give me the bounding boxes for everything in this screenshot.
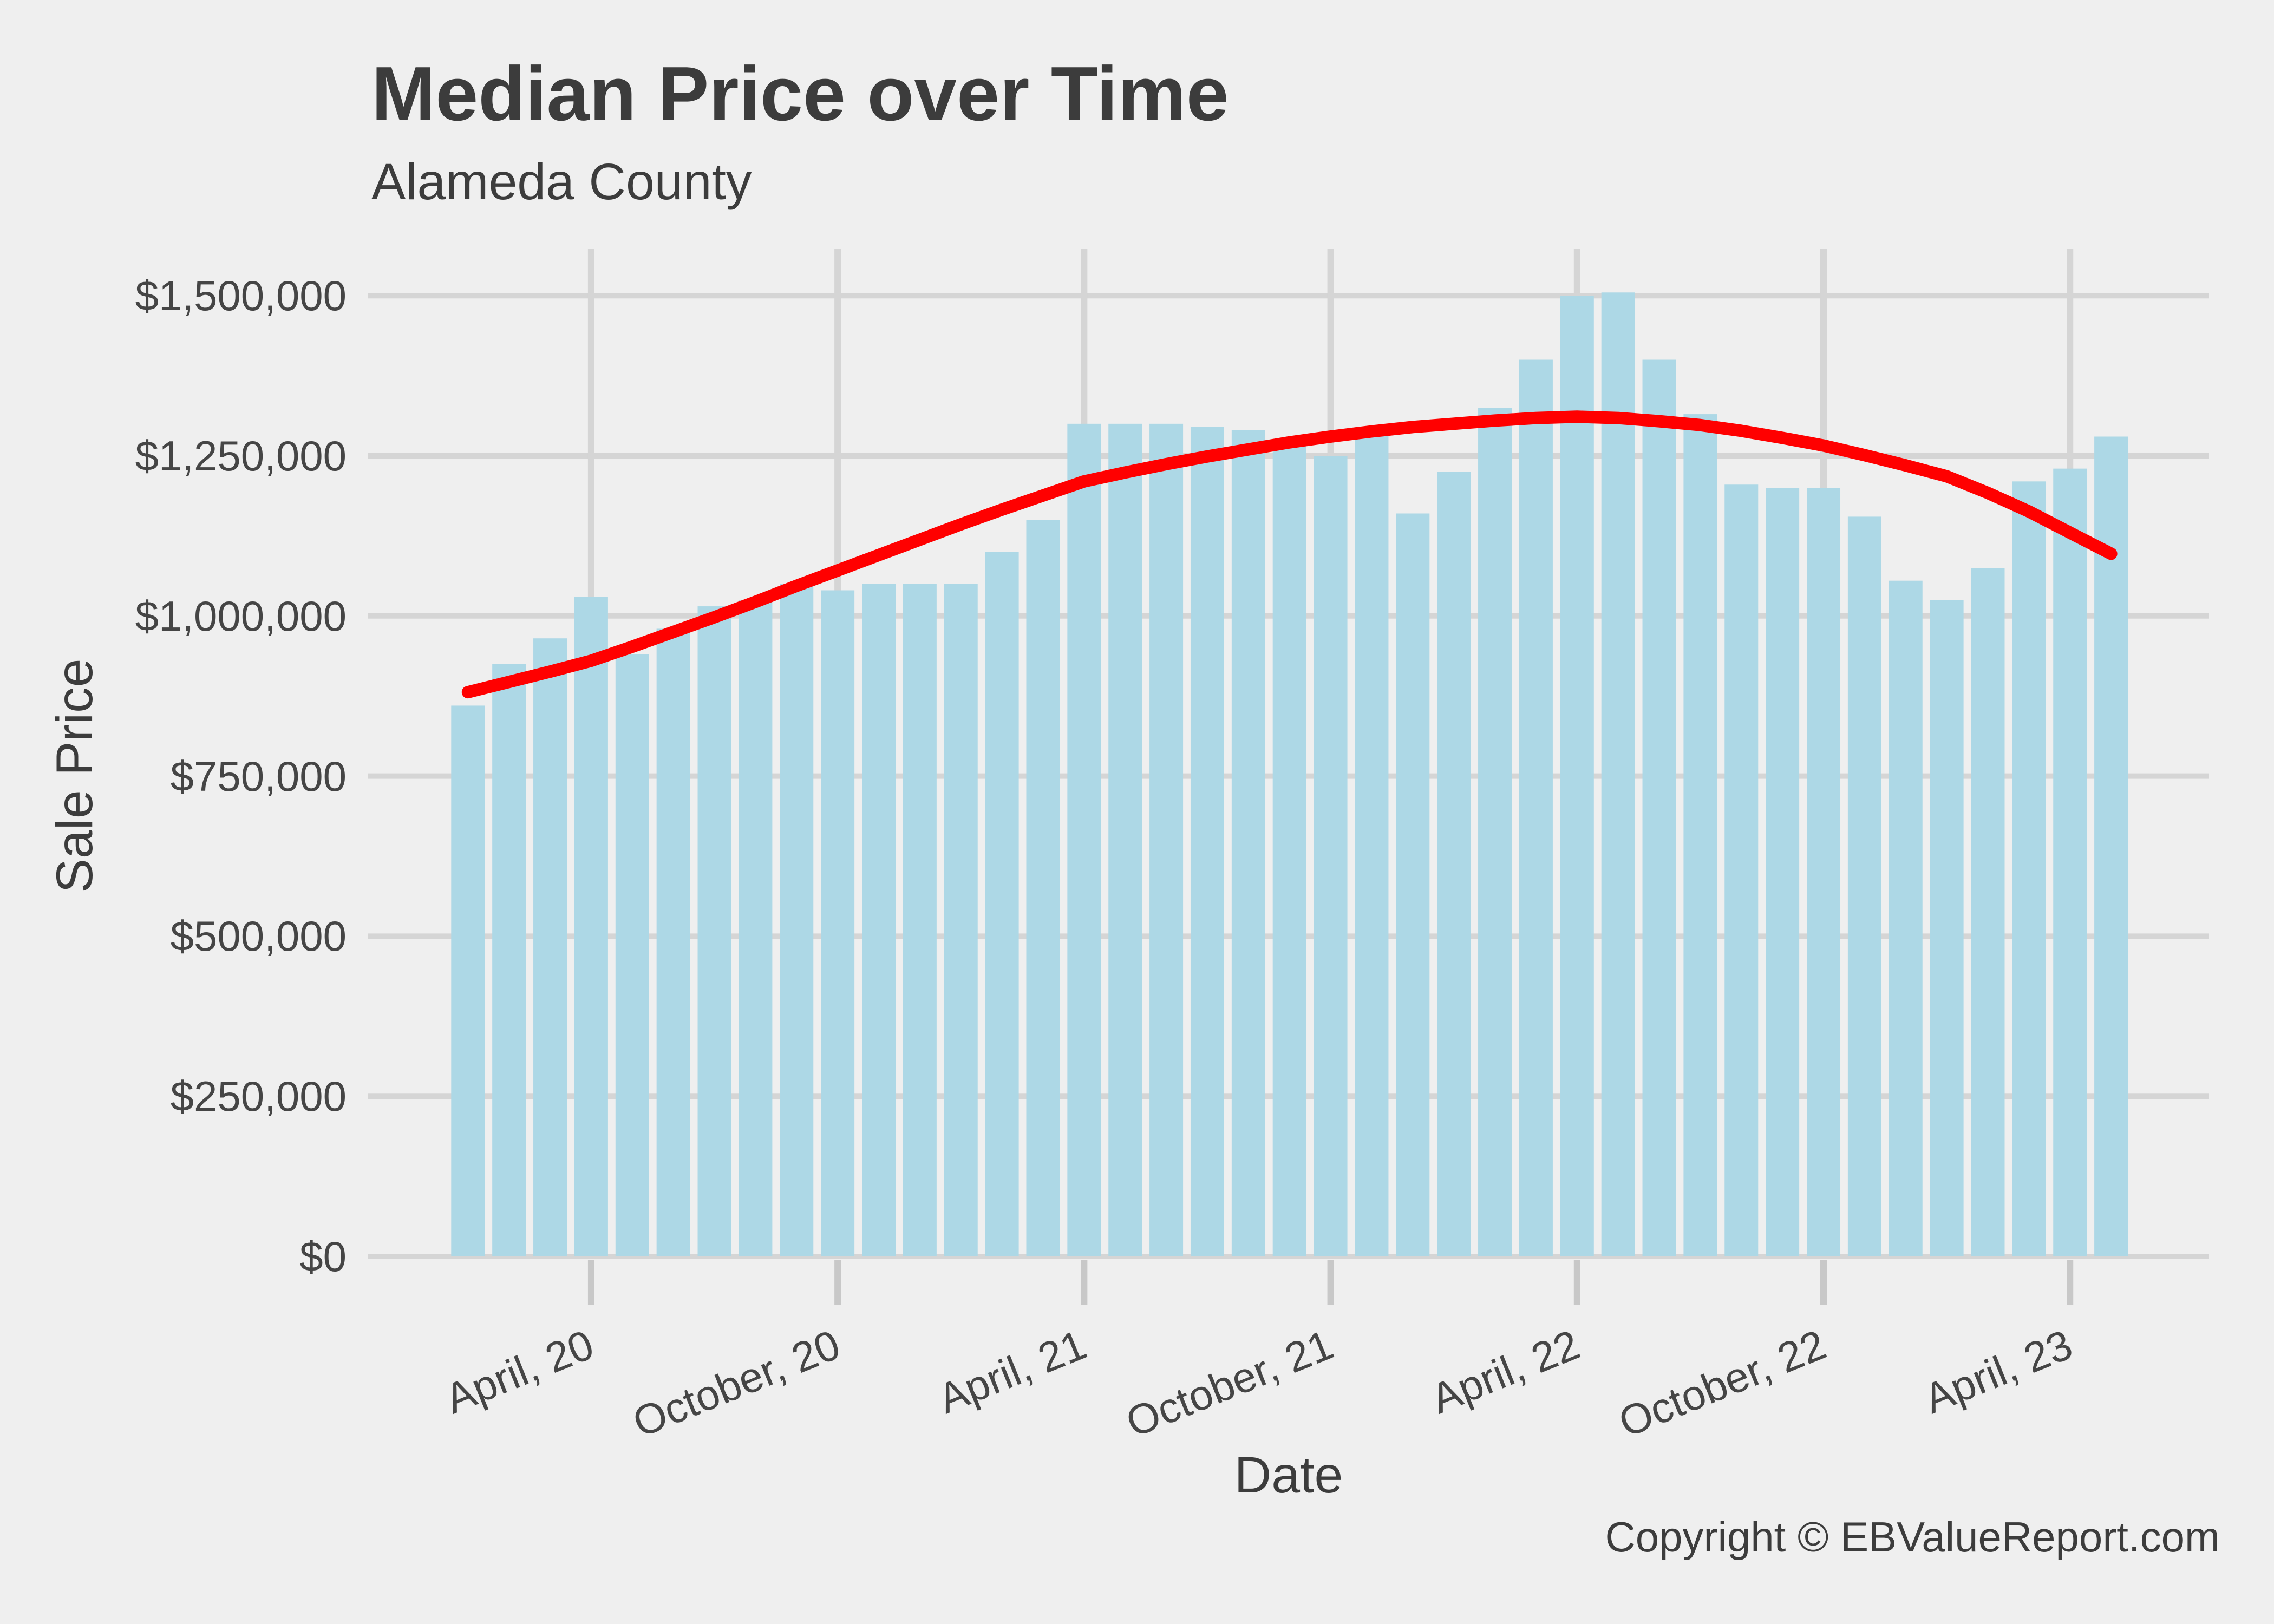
bar xyxy=(780,584,814,1256)
bar xyxy=(1889,580,1923,1256)
bar xyxy=(1272,443,1306,1257)
bar xyxy=(533,638,567,1256)
bar xyxy=(451,705,485,1256)
bars-layer xyxy=(451,292,2128,1257)
bar xyxy=(1190,427,1224,1256)
bar xyxy=(2053,468,2087,1256)
bar xyxy=(574,597,608,1256)
x-axis-title: Date xyxy=(1234,1446,1343,1504)
y-tick-label: $250,000 xyxy=(171,1072,347,1120)
y-tick-label: $500,000 xyxy=(171,912,347,960)
bar xyxy=(1560,296,1594,1257)
bar xyxy=(656,628,690,1256)
y-tick-label: $0 xyxy=(299,1233,347,1280)
bar xyxy=(2094,436,2128,1256)
trend-layer xyxy=(461,410,2118,699)
bar xyxy=(1683,414,1717,1256)
bar xyxy=(862,584,896,1256)
y-tick-label: $1,500,000 xyxy=(135,272,347,319)
bar xyxy=(821,590,855,1256)
bar xyxy=(903,584,937,1256)
bar xyxy=(1108,423,1142,1256)
bar xyxy=(2012,481,2046,1256)
bar xyxy=(1642,359,1676,1256)
bar xyxy=(1149,423,1184,1256)
bar xyxy=(944,584,978,1256)
bar xyxy=(1971,568,2005,1256)
copyright-text: Copyright © EBValueReport.com xyxy=(1605,1513,2220,1561)
trend-line xyxy=(461,410,2118,699)
y-axis-title: Sale Price xyxy=(46,659,103,893)
bar xyxy=(1724,484,1759,1256)
bar xyxy=(1519,359,1553,1256)
bar xyxy=(615,654,649,1256)
bar xyxy=(1930,600,1964,1256)
bar xyxy=(985,552,1019,1256)
y-tick-label: $1,250,000 xyxy=(135,432,347,480)
bar xyxy=(1766,488,1800,1257)
page-title: Median Price over Time xyxy=(371,51,1229,137)
bar xyxy=(1396,513,1430,1256)
tick-marks-layer xyxy=(587,1260,2074,1305)
y-tick-label: $1,000,000 xyxy=(135,592,347,640)
page-subtitle: Alameda County xyxy=(371,153,752,211)
bar xyxy=(1847,516,1881,1256)
bar xyxy=(492,664,526,1256)
bar xyxy=(1807,488,1841,1257)
bar xyxy=(697,606,731,1256)
bar xyxy=(1231,430,1265,1256)
bar xyxy=(1314,456,1348,1256)
bar xyxy=(739,600,773,1256)
bar xyxy=(1437,472,1471,1256)
bar xyxy=(1355,427,1389,1256)
bar xyxy=(1067,423,1101,1256)
y-tick-label: $750,000 xyxy=(171,752,347,800)
bar xyxy=(1026,520,1060,1256)
bar xyxy=(1601,292,1635,1257)
bar xyxy=(1478,408,1512,1256)
